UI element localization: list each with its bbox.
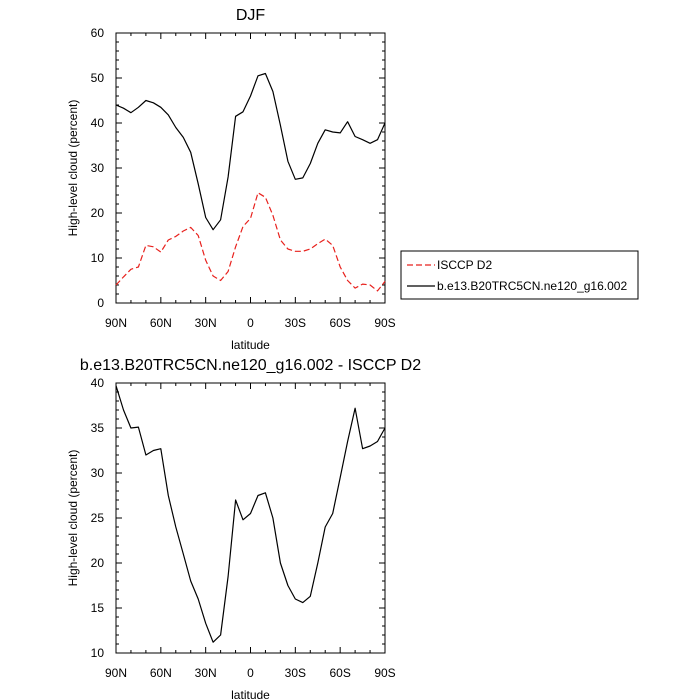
top-x-tick-label: 60S [329,316,350,330]
top-x-tick-label: 90N [105,316,127,330]
bottom-x-tick-label: 30N [195,666,217,680]
bottom-x-tick-label: 90N [105,666,127,680]
top-x-axis-label: latitude [231,338,270,352]
top-chart-panel: DJF latitude High-level cloud (percent) 90N… [66,7,396,352]
legend-box [400,250,639,300]
bottom-x-tick-label: 90S [374,666,395,680]
bottom-x-tick-label: 60N [150,666,172,680]
bottom-chart-panel: b.e13.B20TRC5CN.ne120_g16.002 - ISCCP D2… [66,357,421,700]
top-y-axis-label: High-level cloud (percent) [66,100,80,237]
bottom-y-tick-label: 15 [91,601,105,615]
bottom-chart-title: b.e13.B20TRC5CN.ne120_g16.002 - ISCCP D2 [80,357,421,374]
bottom-y-axis-label: High-level cloud (percent) [66,450,80,587]
legend-entry-0: ISCCP D2 [437,258,492,272]
bottom-y-tick-label: 10 [91,646,105,660]
bottom-y-tick-label: 35 [91,421,105,435]
top-x-tick-label: 30N [195,316,217,330]
top-y-tick-label: 60 [91,26,105,40]
top-x-tick-label: 60N [150,316,172,330]
legend: ISCCP D2 b.e13.B20TRC5CN.ne120_g16.002 [400,250,639,300]
bottom-y-tick-label: 30 [91,466,105,480]
bottom-y-tick-label: 25 [91,511,105,525]
bottom-y-tick-label: 40 [91,376,105,390]
bottom-x-axis-label: latitude [231,688,270,700]
top-y-tick-label: 10 [91,251,105,265]
top-y-tick-label: 20 [91,206,105,220]
bottom-x-tick-label: 60S [329,666,350,680]
top-y-tick-label: 50 [91,71,105,85]
top-x-tick-label: 30S [285,316,306,330]
top-plot-frame [115,32,386,304]
top-x-tick-label: 90S [374,316,395,330]
top-series-line-1 [115,72,386,231]
top-y-tick-label: 30 [91,161,105,175]
top-y-tick-label: 0 [97,296,104,310]
legend-entry-1: b.e13.B20TRC5CN.ne120_g16.002 [437,279,627,293]
bottom-y-tick-label: 20 [91,556,105,570]
top-series-line-0 [115,192,386,292]
bottom-x-tick-label: 0 [247,666,254,680]
bottom-x-tick-label: 30S [285,666,306,680]
top-chart-title: DJF [236,7,266,24]
top-y-tick-label: 40 [91,116,105,130]
bottom-plot-frame [115,382,386,654]
top-x-tick-label: 0 [247,316,254,330]
bottom-series-line-0 [115,385,386,643]
